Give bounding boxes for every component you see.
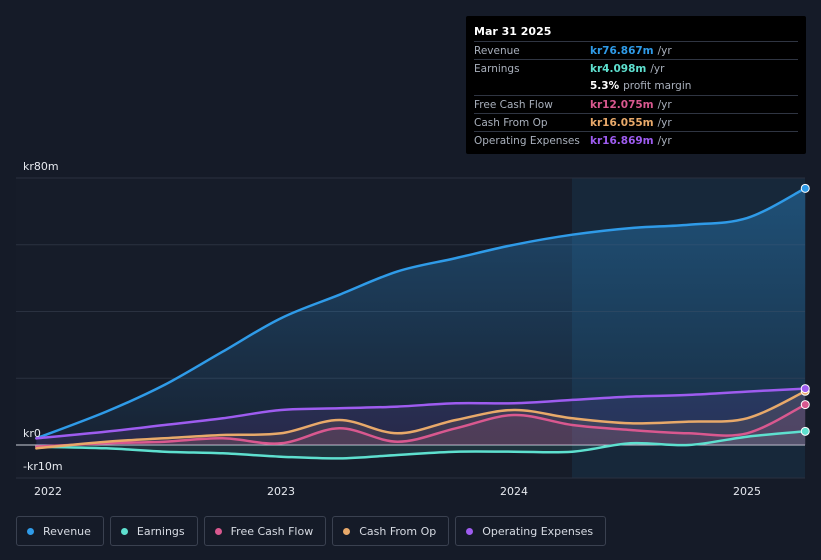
earnings-end-marker [800,426,810,436]
revenue-line [35,187,807,440]
tooltip-unit: /yr [657,116,672,129]
legend-dot-icon [466,527,474,535]
tooltip-value: 5.3% [590,80,620,93]
tooltip-unit: /yr [657,98,672,111]
tooltip-row-cash-from-op: Cash From Op kr16.055m /yr [474,113,798,131]
free-cash-flow-line [35,403,807,448]
series-lines [35,187,807,460]
legend-item-earnings[interactable]: Earnings [109,516,198,546]
tooltip-panel: Mar 31 2025 Revenue kr76.867m /yr Earnin… [466,16,806,154]
legend-item-operating-expenses[interactable]: Operating Expenses [455,516,607,546]
legend-label: Free Cash Flow [230,524,314,538]
earnings-area [36,431,806,459]
legend-item-free-cash-flow[interactable]: Free Cash Flow [203,516,327,546]
y-tick-label-bottom: -kr10m [23,460,63,473]
chart: kr80m kr0 -kr10m 2022 2023 2024 2025 [16,160,810,498]
tooltip-value: kr16.055m [590,116,654,129]
tooltip-row-revenue: Revenue kr76.867m /yr [474,41,798,59]
tooltip-row-margin: 5.3% profit margin [474,78,798,95]
y-tick-label-zero: kr0 [23,427,41,440]
tooltip-date: Mar 31 2025 [474,25,552,38]
tooltip-value: kr12.075m [590,98,654,111]
cash-from-op-area [36,391,806,449]
tooltip-row-free-cash-flow: Free Cash Flow kr12.075m /yr [474,94,798,113]
operating-expenses-line [35,387,807,440]
tooltip-label: Operating Expenses [474,135,580,148]
cash-from-op-line [35,390,807,450]
legend-dot-icon [27,527,34,535]
legend-dot-icon [343,527,351,535]
legend-dot-icon [120,527,128,535]
tooltip-unit: /yr [657,135,672,148]
tooltip-row-operating-expenses: Operating Expenses kr16.869m /yr [474,131,798,149]
x-tick-label-2024: 2024 [500,485,528,498]
series-end-markers [800,183,810,436]
operating-expenses-end-marker [800,384,810,394]
legend-item-revenue[interactable]: Revenue [16,516,104,546]
x-tick-labels: 2022 2023 2024 2025 [34,485,761,498]
tooltip-row-earnings: Earnings kr4.098m /yr [474,59,798,77]
x-tick-label-2023: 2023 [267,485,295,498]
x-tick-label-2022: 2022 [34,485,62,498]
y-tick-label-top: kr80m [23,160,59,173]
tooltip-label: Revenue [474,44,520,57]
earnings-line [35,430,807,460]
tooltip-unit: profit margin [623,80,692,93]
x-tick-label-2025: 2025 [733,485,761,498]
legend: Revenue Earnings Free Cash Flow Cash Fro… [16,516,607,546]
legend-label: Operating Expenses [482,524,594,538]
legend-item-cash-from-op[interactable]: Cash From Op [332,516,450,546]
revenue-area [36,188,806,446]
free-cash-flow-area [36,404,806,447]
area-fills [36,188,806,459]
tooltip-unit: /yr [657,44,672,57]
tooltip-label: Free Cash Flow [474,98,553,111]
revenue-end-marker [800,183,810,193]
free-cash-flow-end-marker [800,400,810,410]
tooltip-unit: /yr [650,62,665,75]
legend-dot-icon [214,527,222,535]
operating-expenses-area [36,388,806,445]
tooltip-value: kr4.098m [590,62,647,75]
tooltip-value: kr76.867m [590,44,654,57]
legend-label: Revenue [43,524,91,538]
legend-label: Cash From Op [359,524,437,538]
tooltip-label: Cash From Op [474,116,548,129]
tooltip-value: kr16.869m [590,135,654,148]
tooltip-label: Earnings [474,62,520,75]
legend-label: Earnings [136,524,185,538]
